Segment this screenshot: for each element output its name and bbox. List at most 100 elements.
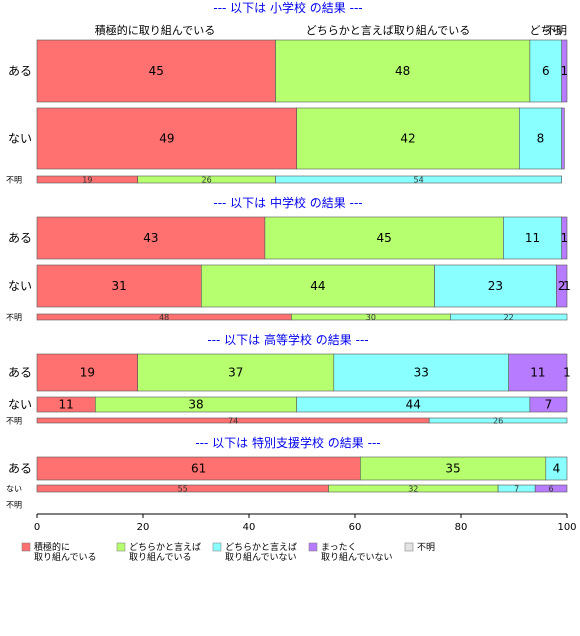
legend-label: 積極的に [34, 541, 70, 553]
bar-segment [556, 264, 568, 308]
panel-title: --- 以下は 小学校 の結果 --- [213, 0, 362, 15]
bar-value-label: 19 [80, 366, 95, 380]
bar-value-label: 45 [149, 64, 164, 78]
column-header-label: 不明 [545, 24, 567, 37]
legend-label: 取り組んでいる [129, 551, 192, 563]
row-label: ある [8, 462, 32, 476]
row-label: ある [8, 231, 32, 245]
x-tick-label: 100 [557, 522, 576, 533]
bar-value-label: 6 [542, 64, 550, 78]
bar-value-label: 31 [112, 279, 127, 293]
bar-value-label: 48 [159, 313, 169, 322]
bar-value-label: 1 [563, 279, 571, 293]
bar-segment [333, 353, 509, 392]
legend-label: 不明 [417, 542, 435, 553]
bar-value-label: 43 [143, 231, 158, 245]
x-tick-label: 0 [34, 522, 40, 533]
legend-label: 取り組んでいない [225, 551, 297, 563]
bar-segment [36, 264, 202, 308]
row-label: 不明 [6, 501, 22, 510]
row-label: 不明 [6, 417, 22, 426]
bar-segment [518, 107, 562, 170]
x-tick-label: 40 [243, 522, 256, 533]
bar-value-label: 37 [228, 366, 243, 380]
bar-segment [561, 107, 565, 170]
bar-value-label: 11 [530, 366, 545, 380]
bar-value-label: 19 [82, 176, 92, 185]
bar-value-label: 74 [228, 417, 238, 426]
row-label: 不明 [6, 176, 22, 185]
bar-segment [561, 216, 568, 260]
bar-value-label: 23 [488, 279, 503, 293]
legend-swatch [308, 542, 318, 552]
bar-segment [503, 216, 562, 260]
bar-value-label: 8 [537, 132, 545, 146]
row-label: ない [8, 398, 32, 412]
bar-segment [36, 353, 138, 392]
bar-segment [561, 39, 568, 103]
bar-segment [296, 107, 520, 170]
column-header-label: どちらかと言えば取り組んでいる [306, 24, 470, 37]
bar-value-label: 26 [202, 176, 212, 185]
bar-value-label: 11 [59, 398, 74, 412]
bar-value-label: 54 [414, 176, 424, 185]
bar-segment [264, 216, 504, 260]
x-tick-label: 20 [137, 522, 150, 533]
panel-title: --- 以下は 高等学校 の結果 --- [207, 332, 368, 347]
bar-value-label: 7 [545, 398, 553, 412]
bar-segment [434, 264, 557, 308]
bar-segment [36, 107, 298, 170]
bar-value-label: 4 [553, 462, 561, 476]
bar-value-label: 2 [558, 279, 566, 293]
legend-swatch [21, 542, 31, 552]
bar-value-label: 45 [377, 231, 392, 245]
bar-value-label: 1 [561, 64, 569, 78]
legend-swatch [116, 542, 126, 552]
legend-label: まったく [321, 542, 357, 553]
bar-value-label: 38 [188, 398, 203, 412]
row-label: 不明 [6, 313, 22, 322]
bar-segment [428, 417, 568, 424]
bar-segment [450, 313, 568, 321]
bar-value-label: 6 [549, 485, 554, 494]
x-tick-label: 80 [455, 522, 468, 533]
bar-value-label: 32 [408, 485, 418, 494]
bar-value-label: 61 [191, 462, 206, 476]
bar-segment [201, 264, 435, 308]
x-tick-label: 60 [349, 522, 362, 533]
row-label: ある [8, 64, 32, 78]
bar-value-label: 44 [406, 398, 421, 412]
bar-value-label: 11 [525, 231, 540, 245]
bar-value-label: 1 [563, 366, 571, 380]
bar-segment [275, 175, 563, 184]
bar-value-label: 1 [561, 231, 569, 245]
legend-label: 取り組んでいる [34, 551, 97, 563]
bar-value-label: 48 [395, 64, 410, 78]
legend-label: どちらかと言えば [225, 541, 297, 553]
bar-value-label: 33 [414, 366, 429, 380]
column-header-label: どちら [530, 24, 563, 37]
bar-value-label: 44 [310, 279, 325, 293]
bar-value-label: 26 [493, 417, 503, 426]
bar-value-label: 35 [445, 462, 460, 476]
bar-segment [534, 484, 568, 493]
bar-segment [529, 396, 568, 413]
legend-swatch [404, 542, 414, 552]
row-label: ない [8, 132, 32, 146]
column-header-label: 積極的に取り組んでいる [95, 23, 215, 37]
legend-label: どちらかと言えば [129, 541, 201, 553]
row-label: ない [6, 485, 22, 494]
bar-value-label: 22 [504, 313, 514, 322]
bar-value-label: 55 [178, 485, 188, 494]
legend-swatch [212, 542, 222, 552]
panel-title: --- 以下は 中学校 の結果 --- [213, 195, 362, 210]
bar-value-label: 42 [400, 132, 415, 146]
legend-label: 取り組んでいない [321, 551, 393, 563]
panel-title: --- 以下は 特別支援学校 の結果 --- [195, 435, 380, 450]
bar-segment [545, 456, 568, 481]
bar-segment [275, 39, 531, 103]
row-label: ない [8, 279, 32, 293]
bar-segment [508, 353, 568, 392]
bar-value-label: 30 [366, 313, 376, 322]
